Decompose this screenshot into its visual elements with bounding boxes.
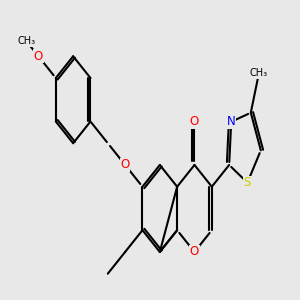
Text: N: N	[227, 115, 236, 128]
Text: CH₃: CH₃	[17, 36, 35, 46]
Text: O: O	[34, 50, 43, 63]
Text: S: S	[244, 176, 251, 189]
Text: O: O	[190, 115, 199, 128]
Text: O: O	[190, 245, 199, 258]
Text: O: O	[121, 158, 130, 172]
Text: CH₃: CH₃	[250, 68, 268, 78]
